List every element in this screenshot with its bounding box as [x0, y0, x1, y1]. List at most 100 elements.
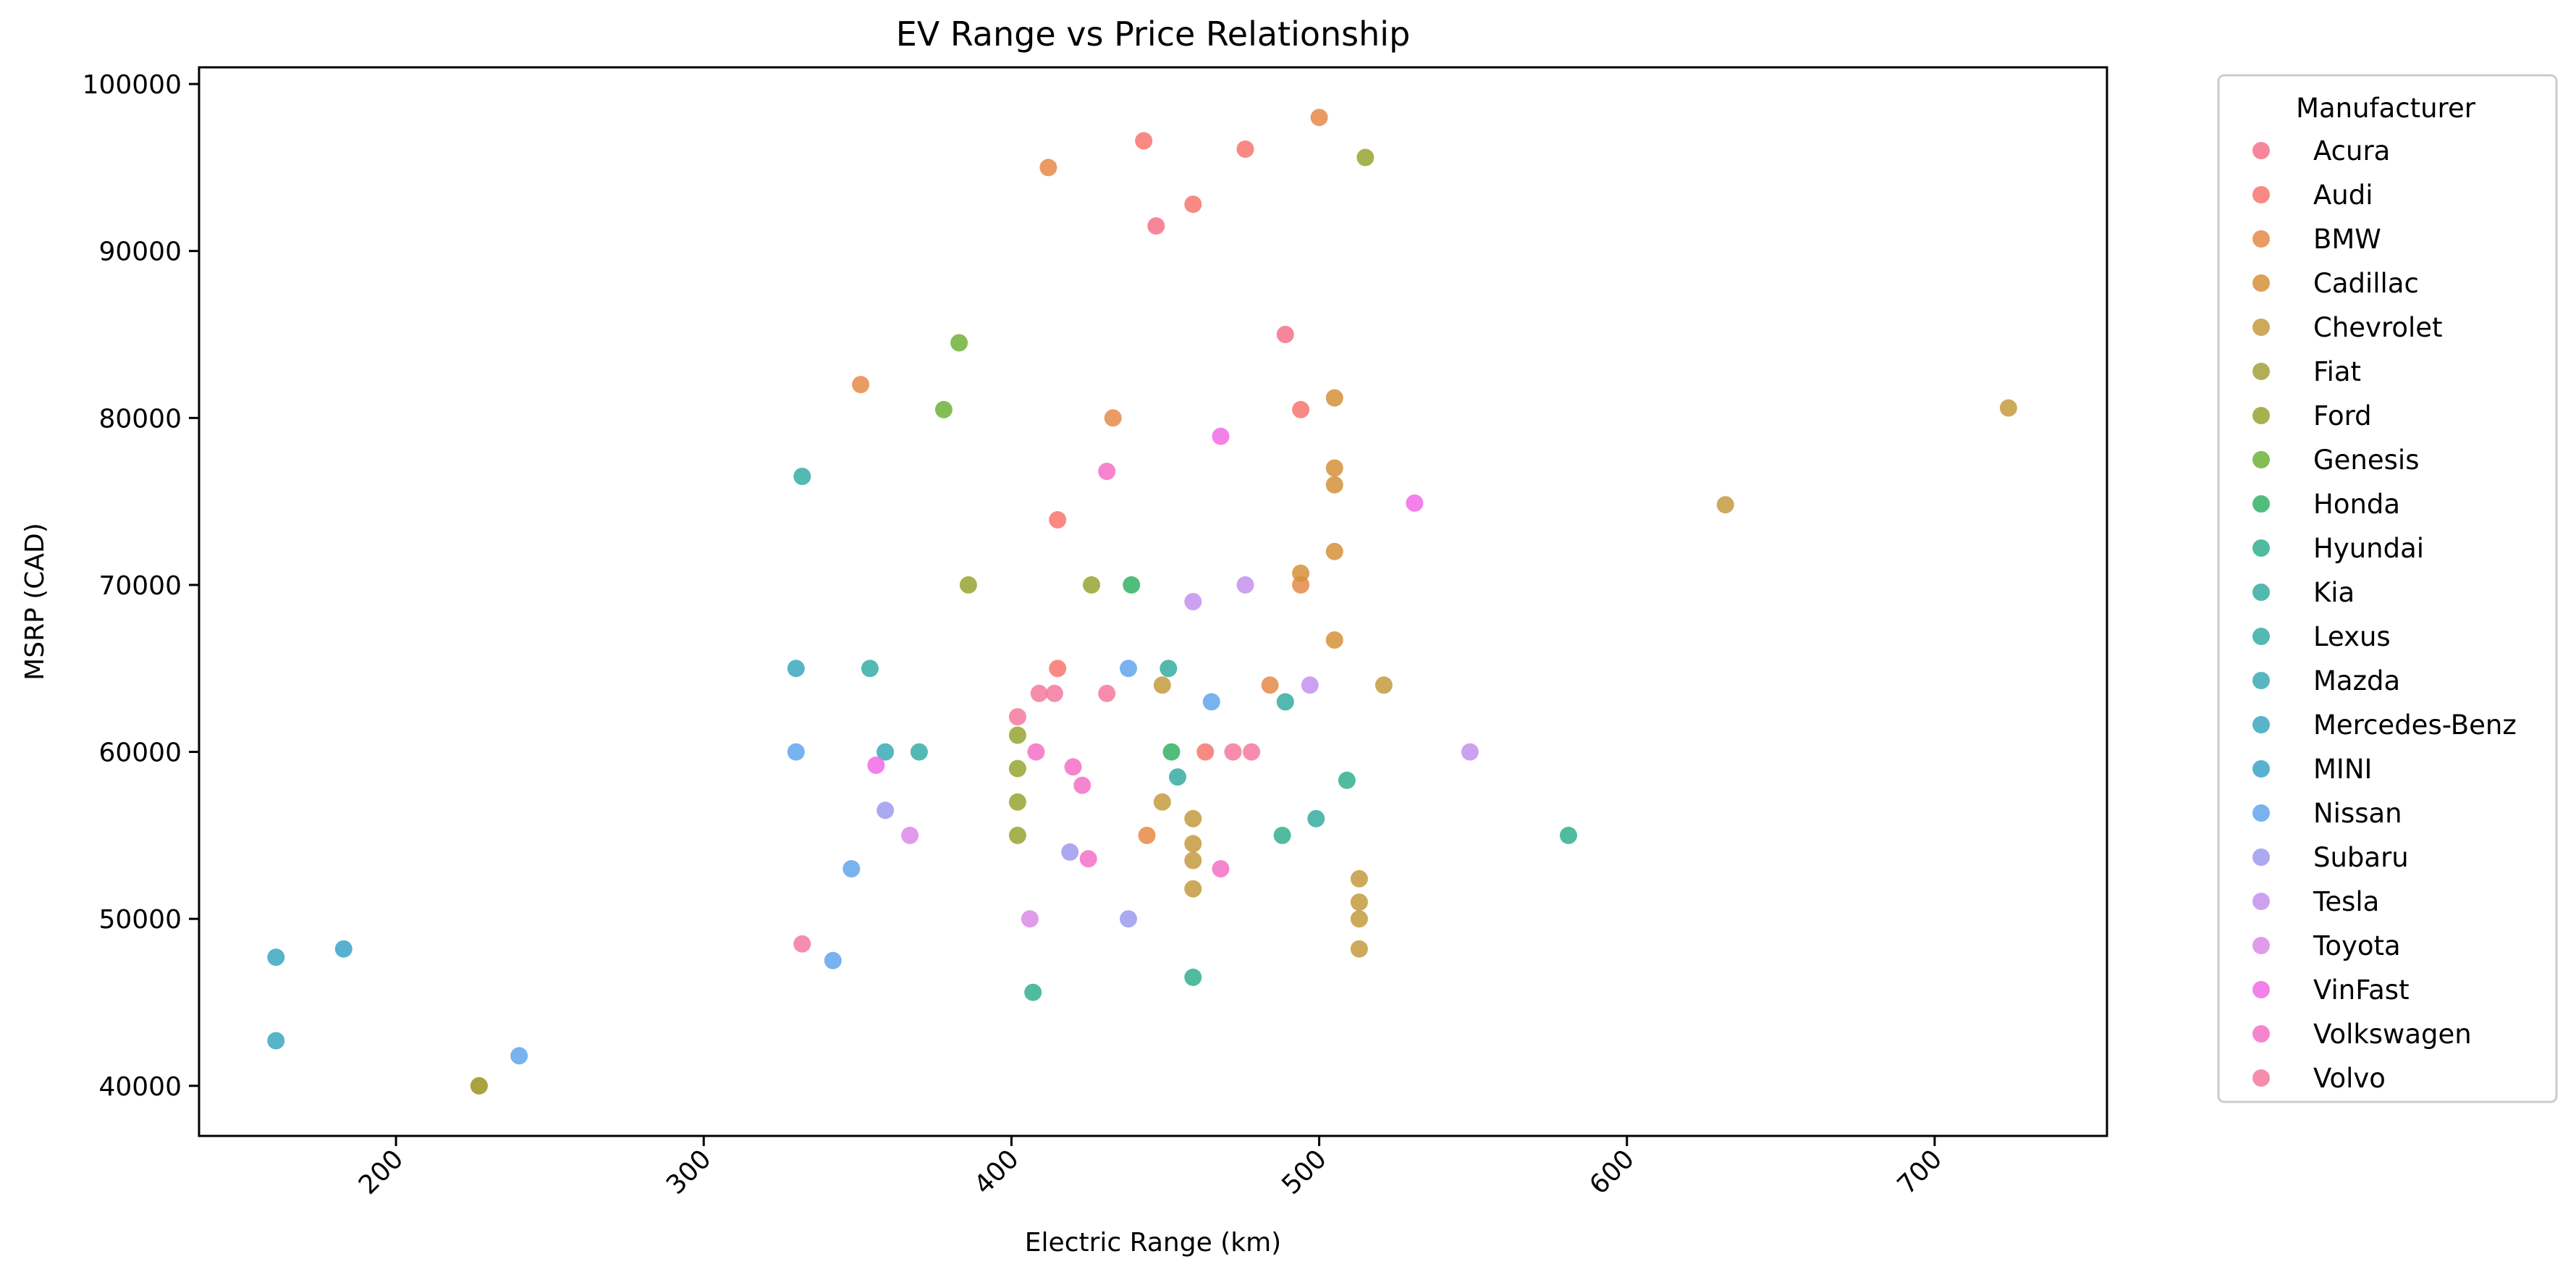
data-point	[1064, 758, 1082, 776]
data-point	[1008, 759, 1026, 778]
data-point	[793, 468, 811, 485]
y-tick-label: 100000	[83, 70, 182, 100]
legend-item: Kia	[2252, 577, 2355, 608]
legend-item: Honda	[2252, 489, 2400, 520]
data-point	[1325, 459, 1343, 477]
legend-item: Lexus	[2252, 621, 2391, 652]
data-point	[1261, 676, 1279, 694]
legend-item: Cadillac	[2252, 268, 2419, 299]
y-tick-label: 60000	[98, 738, 182, 768]
legend-item: Toyota	[2252, 930, 2401, 961]
data-point	[877, 801, 895, 820]
legend-marker	[2252, 628, 2270, 645]
data-point	[1184, 809, 1202, 828]
data-point	[1307, 809, 1325, 828]
data-point	[1008, 726, 1026, 744]
data-point	[1027, 743, 1045, 761]
legend-marker	[2252, 407, 2270, 424]
x-axis-label: Electric Range (km)	[1025, 1228, 1281, 1258]
legend-item: VinFast	[2252, 974, 2410, 1006]
legend-marker	[2252, 186, 2270, 203]
x-tick-label: 200	[353, 1144, 410, 1200]
x-tick-label: 400	[968, 1144, 1025, 1200]
y-tick-label: 90000	[98, 237, 182, 267]
legend-label: VinFast	[2313, 974, 2410, 1006]
data-point	[1350, 893, 1368, 911]
y-tick-label: 40000	[98, 1072, 182, 1102]
data-point	[470, 1077, 488, 1095]
data-point	[267, 948, 285, 967]
data-point	[1021, 910, 1039, 928]
legend-item: Acura	[2252, 135, 2390, 167]
legend-marker	[2252, 716, 2270, 733]
legend-label: Volvo	[2313, 1063, 2386, 1094]
data-point	[1325, 631, 1343, 649]
data-point	[1350, 940, 1368, 958]
legend-marker	[2252, 893, 2270, 910]
legend-label: Mazda	[2313, 665, 2400, 696]
chart-title: EV Range vs Price Relationship	[896, 14, 1411, 54]
legend-label: Audi	[2313, 180, 2373, 211]
legend-item: Fiat	[2252, 356, 2361, 387]
data-point	[1212, 427, 1230, 445]
data-point	[861, 660, 879, 678]
legend-marker	[2252, 1025, 2270, 1043]
data-point	[1196, 743, 1215, 761]
legend-label: BMW	[2313, 224, 2381, 255]
x-tick-label: 300	[661, 1144, 717, 1200]
plot-area-frame	[198, 66, 2108, 1137]
data-point	[1999, 399, 2017, 417]
data-point	[1104, 409, 1122, 427]
legend-label: MINI	[2313, 754, 2372, 785]
data-point	[843, 860, 861, 877]
legend-label: Lexus	[2313, 621, 2391, 652]
data-point	[1461, 743, 1479, 761]
data-point	[1024, 983, 1042, 1001]
data-point	[1276, 326, 1294, 343]
data-point	[1030, 684, 1048, 702]
data-point	[1292, 564, 1310, 582]
legend-item: BMW	[2252, 224, 2381, 255]
data-point	[1049, 660, 1067, 678]
data-point	[1008, 708, 1026, 726]
data-point	[1138, 826, 1156, 844]
data-point	[1123, 576, 1141, 594]
legend-item: Hyundai	[2252, 533, 2424, 564]
data-point	[1039, 159, 1057, 177]
x-tick-label: 600	[1584, 1144, 1641, 1200]
data-point	[877, 743, 895, 761]
legend-label: Volkswagen	[2313, 1019, 2472, 1050]
data-point	[1325, 476, 1343, 494]
data-point	[787, 660, 805, 678]
data-point	[1147, 217, 1165, 235]
legend-label: Tesla	[2313, 886, 2379, 917]
data-point	[1184, 968, 1202, 986]
data-point	[1374, 676, 1393, 694]
data-point	[959, 576, 977, 594]
data-point	[1406, 494, 1424, 512]
legend-label: Ford	[2313, 400, 2372, 431]
legend-label: Genesis	[2313, 445, 2419, 476]
data-point	[1073, 776, 1091, 794]
legend-item: Volkswagen	[2252, 1019, 2472, 1050]
data-point	[1212, 860, 1230, 877]
y-axis-label: MSRP (CAD)	[20, 523, 50, 681]
data-point	[793, 935, 811, 953]
data-point	[1356, 148, 1374, 167]
data-point	[1008, 826, 1026, 844]
data-point	[1098, 684, 1116, 702]
legend-label: Acura	[2313, 135, 2390, 167]
data-point	[1083, 576, 1100, 594]
legend-marker	[2252, 849, 2270, 866]
data-point	[1301, 676, 1319, 694]
data-point	[1276, 693, 1294, 711]
legend-marker	[2252, 672, 2270, 689]
y-tick-label: 50000	[98, 905, 182, 935]
legend-item: Subaru	[2252, 842, 2409, 873]
legend-title: Manufacturer	[2296, 93, 2476, 124]
legend-item: Ford	[2252, 400, 2372, 431]
legend-item: Chevrolet	[2252, 312, 2443, 343]
data-point	[1273, 826, 1291, 844]
data-point	[1716, 496, 1734, 514]
legend-marker	[2252, 760, 2270, 778]
